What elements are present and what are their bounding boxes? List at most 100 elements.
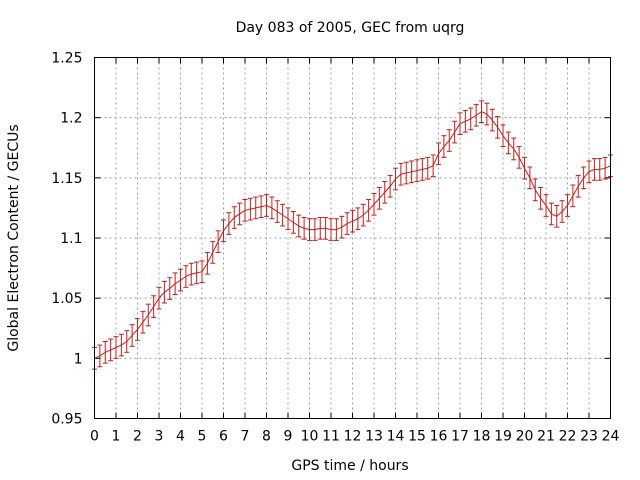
y-tick-label: 1.25 bbox=[51, 51, 82, 67]
data-point bbox=[430, 154, 436, 178]
data-point bbox=[129, 324, 135, 347]
x-tick-label: 24 bbox=[602, 429, 620, 445]
data-point bbox=[188, 262, 194, 286]
grid bbox=[94, 57, 611, 419]
x-tick-label: 23 bbox=[580, 429, 598, 445]
data-point bbox=[210, 241, 216, 264]
data-point bbox=[102, 340, 108, 364]
data-point bbox=[113, 336, 119, 359]
data-point bbox=[301, 217, 307, 240]
x-tick-label: 5 bbox=[198, 429, 207, 445]
data-point bbox=[457, 112, 463, 136]
data-point bbox=[161, 280, 167, 304]
data-point bbox=[446, 129, 452, 152]
data-point bbox=[387, 174, 393, 198]
data-point bbox=[258, 195, 264, 219]
data-point bbox=[156, 286, 162, 310]
data-point bbox=[602, 156, 608, 180]
x-tick-label: 1 bbox=[112, 429, 121, 445]
x-tick-label: 19 bbox=[494, 429, 512, 445]
x-tick-label: 2 bbox=[133, 429, 142, 445]
data-point bbox=[151, 295, 157, 318]
data-point bbox=[441, 135, 447, 158]
data-point bbox=[204, 251, 210, 275]
data-point bbox=[296, 214, 302, 238]
data-point bbox=[398, 162, 404, 186]
data-point bbox=[565, 194, 570, 217]
y-tick-label: 0.95 bbox=[51, 412, 82, 428]
data-point bbox=[183, 265, 189, 288]
data-point bbox=[591, 158, 597, 181]
data-point bbox=[495, 115, 501, 139]
data-point bbox=[436, 142, 441, 166]
data-point bbox=[242, 198, 248, 222]
data-point bbox=[135, 318, 140, 341]
x-tick-label: 9 bbox=[284, 429, 293, 445]
data-point bbox=[511, 137, 517, 161]
data-point bbox=[97, 344, 103, 368]
data-point bbox=[140, 310, 146, 334]
data-point bbox=[323, 217, 329, 240]
data-point bbox=[516, 146, 522, 169]
y-tick-label: 1.05 bbox=[51, 291, 82, 307]
data-point bbox=[199, 260, 205, 284]
data-point bbox=[462, 109, 468, 133]
data-point bbox=[376, 186, 382, 210]
data-point bbox=[473, 103, 479, 127]
x-tick-label: 17 bbox=[451, 429, 469, 445]
x-tick-label: 0 bbox=[90, 429, 99, 445]
data-point bbox=[522, 156, 527, 180]
data-point bbox=[124, 330, 130, 353]
x-axis-label: GPS time / hours bbox=[291, 458, 408, 474]
data-point bbox=[226, 212, 232, 235]
x-tick-label: 13 bbox=[365, 429, 383, 445]
data-point bbox=[543, 194, 549, 217]
data-point bbox=[419, 158, 425, 181]
data-point bbox=[118, 333, 124, 357]
data-point bbox=[414, 159, 420, 182]
data-point bbox=[409, 160, 415, 184]
data-point bbox=[317, 217, 323, 240]
data-point bbox=[290, 211, 296, 234]
data-point bbox=[264, 194, 269, 217]
x-tick-label: 16 bbox=[430, 429, 448, 445]
data-point bbox=[559, 200, 565, 223]
data-point bbox=[484, 102, 490, 126]
y-tick-label: 1 bbox=[74, 351, 83, 367]
x-tick-label: 8 bbox=[262, 429, 271, 445]
x-tick-label: 22 bbox=[559, 429, 577, 445]
data-point bbox=[274, 200, 280, 223]
data-point bbox=[269, 196, 275, 220]
data-point bbox=[350, 209, 355, 233]
x-tick-label: 3 bbox=[155, 429, 164, 445]
data-point bbox=[500, 124, 506, 148]
data-point bbox=[586, 160, 592, 184]
x-tick-label: 14 bbox=[387, 429, 405, 445]
data-point bbox=[307, 218, 312, 241]
data-point bbox=[452, 120, 458, 144]
data-point bbox=[479, 100, 484, 123]
data-point bbox=[360, 203, 366, 227]
x-tick-label: 15 bbox=[408, 429, 426, 445]
series-gec bbox=[92, 100, 613, 370]
data-point bbox=[247, 197, 253, 221]
data-point bbox=[344, 212, 350, 235]
data-point bbox=[527, 166, 533, 190]
x-tick-label: 4 bbox=[176, 429, 185, 445]
y-tick-label: 1.2 bbox=[60, 111, 82, 127]
x-tick-label: 21 bbox=[537, 429, 555, 445]
data-point bbox=[145, 303, 151, 327]
data-point bbox=[425, 156, 431, 180]
data-point bbox=[538, 186, 544, 210]
x-tick-label: 10 bbox=[301, 429, 319, 445]
y-tick-label: 1.15 bbox=[51, 171, 82, 187]
data-point bbox=[403, 161, 409, 185]
data-point bbox=[333, 218, 339, 241]
data-point bbox=[237, 202, 243, 226]
data-point bbox=[280, 203, 286, 227]
data-point bbox=[108, 338, 114, 362]
data-point bbox=[597, 158, 603, 181]
data-point bbox=[554, 205, 560, 228]
data-point bbox=[215, 230, 221, 253]
